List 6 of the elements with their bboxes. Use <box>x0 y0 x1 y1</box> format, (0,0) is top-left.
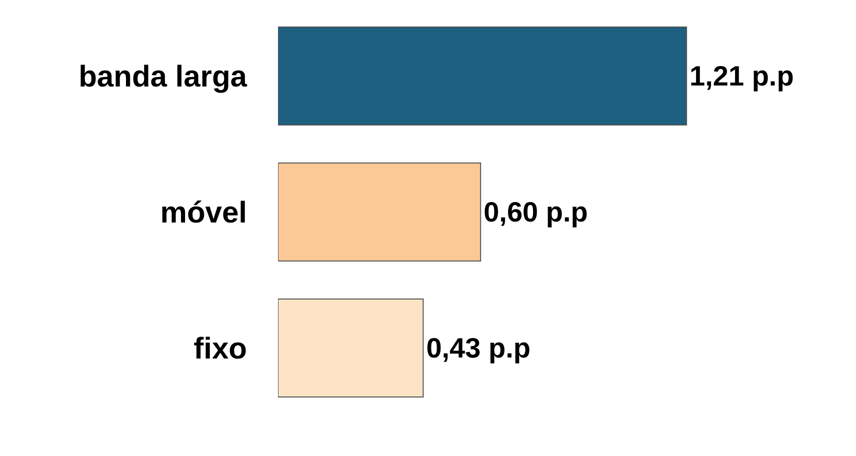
y-tick-label: móvel <box>160 196 247 230</box>
y-tick-label: banda larga <box>78 60 248 94</box>
data-label: 0,43 p.p <box>426 332 530 364</box>
data-label: 1,21 p.p <box>690 60 794 92</box>
data-label: 0,60 p.p <box>484 196 588 228</box>
y-tick-label: fixo <box>194 332 247 366</box>
